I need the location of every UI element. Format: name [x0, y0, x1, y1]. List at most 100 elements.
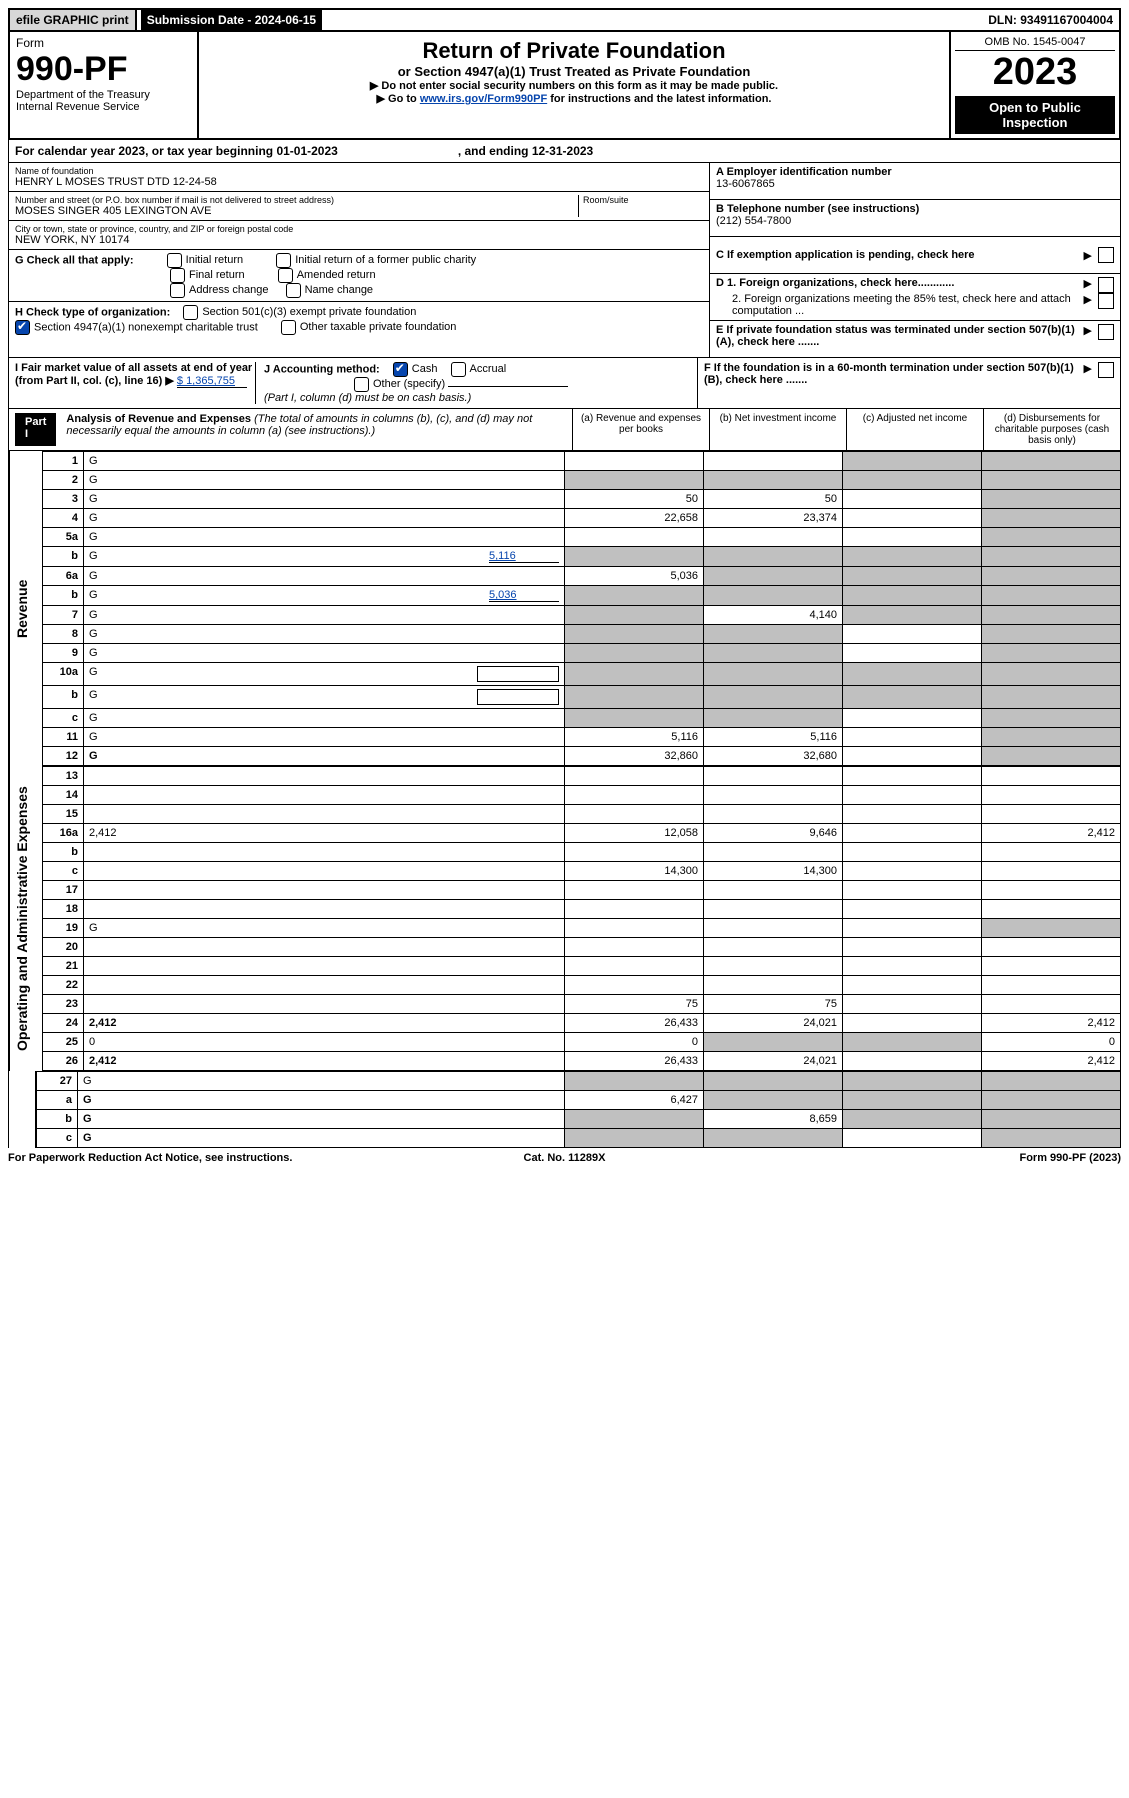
calendar-year-row: For calendar year 2023, or tax year begi… [8, 140, 1121, 163]
table-row: 2G [43, 471, 1121, 490]
j-label: J Accounting method: [264, 363, 380, 375]
table-row: 22 [43, 976, 1121, 995]
line-number: 2 [43, 471, 84, 490]
cell-b [704, 786, 843, 805]
line-desc: G [84, 686, 565, 709]
cell-b: 14,300 [704, 862, 843, 881]
cell-d [982, 1091, 1121, 1110]
table-row: c14,30014,300 [43, 862, 1121, 881]
line-number: 3 [43, 490, 84, 509]
cb-accrual[interactable] [451, 362, 466, 377]
footer-mid: Cat. No. 11289X [379, 1152, 750, 1164]
cell-b [704, 938, 843, 957]
cell-b: 50 [704, 490, 843, 509]
side-label: Revenue [9, 451, 42, 766]
cell-a: 6,427 [565, 1091, 704, 1110]
cell-c [843, 862, 982, 881]
line-desc [84, 767, 565, 786]
cell-d: 2,412 [982, 1014, 1121, 1033]
cell-d [982, 709, 1121, 728]
line-desc: G [84, 452, 565, 471]
table-row: 3G5050 [43, 490, 1121, 509]
form-header: Form 990-PF Department of the Treasury I… [8, 32, 1121, 140]
cell-c [843, 625, 982, 644]
cell-a: 0 [565, 1033, 704, 1052]
table-row: 18 [43, 900, 1121, 919]
cell-c [843, 1091, 982, 1110]
line-number: 17 [43, 881, 84, 900]
cb-address-change[interactable] [170, 283, 185, 298]
cell-a [565, 663, 704, 686]
cb-other-method[interactable] [354, 377, 369, 392]
cell-d [982, 767, 1121, 786]
line-number: b [43, 586, 84, 606]
table-row: 8G [43, 625, 1121, 644]
line-desc [84, 805, 565, 824]
cell-b: 23,374 [704, 509, 843, 528]
foundation-name: HENRY L MOSES TRUST DTD 12-24-58 [15, 176, 703, 188]
room-label: Room/suite [583, 195, 703, 205]
cell-d [982, 490, 1121, 509]
cb-initial-return[interactable] [167, 253, 182, 268]
cell-a [565, 881, 704, 900]
cell-c [843, 586, 982, 606]
cell-a [565, 843, 704, 862]
line-number: 25 [43, 1033, 84, 1052]
cb-initial-public[interactable] [276, 253, 291, 268]
cell-b [704, 586, 843, 606]
line-number: 11 [43, 728, 84, 747]
cell-c [843, 686, 982, 709]
table-row: 14 [43, 786, 1121, 805]
cb-d2[interactable] [1098, 293, 1114, 309]
cell-b: 4,140 [704, 606, 843, 625]
footer-left: For Paperwork Reduction Act Notice, see … [8, 1152, 379, 1164]
line-table: 13141516a2,41212,0589,6462,412bc14,30014… [42, 766, 1121, 1071]
line-number: 13 [43, 767, 84, 786]
line-number: 18 [43, 900, 84, 919]
cb-final-return[interactable] [170, 268, 185, 283]
cell-a [565, 957, 704, 976]
cell-b [704, 528, 843, 547]
line-desc: 2,412 [84, 1052, 565, 1071]
cell-a [565, 586, 704, 606]
name-label: Name of foundation [15, 166, 703, 176]
col-c-head: (c) Adjusted net income [846, 409, 983, 450]
cb-4947a1[interactable] [15, 320, 30, 335]
cell-b: 24,021 [704, 1052, 843, 1071]
irs-link[interactable]: www.irs.gov/Form990PF [420, 93, 547, 105]
cell-b [704, 625, 843, 644]
cb-name-change[interactable] [286, 283, 301, 298]
cb-e[interactable] [1098, 324, 1114, 340]
form-subtitle: or Section 4947(a)(1) Trust Treated as P… [205, 64, 943, 79]
fmv-value[interactable]: $ 1,365,755 [177, 375, 247, 388]
line-number: 16a [43, 824, 84, 843]
table-row: bG 5,036 [43, 586, 1121, 606]
efile-button[interactable]: efile GRAPHIC print [10, 10, 137, 30]
cell-b [704, 1033, 843, 1052]
cell-c [843, 644, 982, 663]
cell-b [704, 1129, 843, 1148]
cb-c[interactable] [1098, 247, 1114, 263]
form-title: Return of Private Foundation [205, 38, 943, 64]
cb-amended[interactable] [278, 268, 293, 283]
cb-other-taxable[interactable] [281, 320, 296, 335]
cb-cash[interactable] [393, 362, 408, 377]
line-desc: G 5,116 [84, 547, 565, 567]
cell-d [982, 586, 1121, 606]
cb-f[interactable] [1098, 362, 1114, 378]
cell-b [704, 919, 843, 938]
info-grid: Name of foundation HENRY L MOSES TRUST D… [8, 163, 1121, 358]
cb-d1[interactable] [1098, 277, 1114, 293]
cell-d [982, 528, 1121, 547]
cell-b: 32,680 [704, 747, 843, 766]
line-desc: 2,412 [84, 1014, 565, 1033]
cell-c [843, 995, 982, 1014]
line-desc [84, 938, 565, 957]
line-desc: G [78, 1091, 565, 1110]
instr-2: ▶ Go to www.irs.gov/Form990PF for instru… [205, 92, 943, 105]
line-number: b [43, 686, 84, 709]
cell-a [565, 528, 704, 547]
cell-b [704, 1091, 843, 1110]
city-label: City or town, state or province, country… [15, 224, 703, 234]
cb-501c3[interactable] [183, 305, 198, 320]
